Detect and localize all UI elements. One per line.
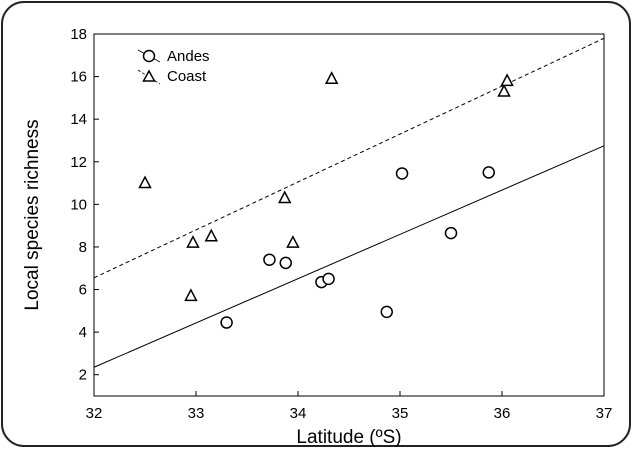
data-markers (138, 71, 514, 329)
y-tick-label: 6 (79, 282, 87, 299)
andes-point (444, 226, 458, 240)
x-tick-label: 33 (188, 405, 205, 422)
andes-point (482, 166, 495, 179)
coast-point (278, 190, 292, 204)
x-axis-ticks: 32 33 34 35 36 37 (86, 391, 613, 422)
y-axis-ticks: 2 4 6 8 10 12 14 16 18 (70, 26, 99, 384)
y-tick-label: 18 (70, 26, 87, 43)
andes-point (380, 305, 393, 319)
legend-coast-line-sample (137, 69, 161, 85)
coast-point (500, 73, 514, 87)
legend-coast-label: Coast (167, 68, 207, 85)
x-tick-label: 36 (494, 405, 511, 422)
legend-coast-marker (142, 69, 156, 82)
andes-point (322, 272, 335, 286)
y-tick-label: 14 (70, 111, 87, 128)
x-tick-label: 34 (290, 405, 307, 422)
x-tick-label: 35 (392, 405, 409, 422)
coast-point (324, 71, 339, 84)
y-tick-label: 8 (79, 239, 87, 256)
coast-point (184, 288, 198, 302)
coast-point (204, 228, 219, 242)
legend: Andes Coast (137, 48, 210, 85)
legend-andes-marker (142, 49, 156, 63)
legend-andes-label: Andes (167, 48, 210, 65)
x-axis-title: Latitude (ºS) (296, 427, 401, 448)
y-tick-label: 2 (79, 367, 87, 384)
plot-area (93, 33, 605, 397)
x-tick-label: 37 (596, 405, 613, 422)
andes-point (395, 167, 409, 180)
coast-point (286, 235, 300, 248)
x-tick-label: 32 (86, 405, 103, 422)
coast-point (186, 235, 200, 248)
y-axis-title: Local species richness (22, 119, 43, 310)
coast-point (138, 175, 152, 189)
outer-border (1, 1, 631, 447)
fit-lines (93, 37, 605, 368)
y-tick-label: 12 (70, 154, 87, 171)
andes-fit-line (93, 145, 605, 368)
andes-point (220, 316, 233, 329)
coast-fit-line (93, 37, 605, 279)
andes-point (263, 253, 276, 266)
andes-point (279, 256, 293, 270)
y-tick-label: 16 (70, 69, 87, 86)
y-tick-label: 4 (79, 324, 87, 341)
coast-point (497, 83, 511, 97)
y-tick-label: 10 (70, 196, 87, 213)
